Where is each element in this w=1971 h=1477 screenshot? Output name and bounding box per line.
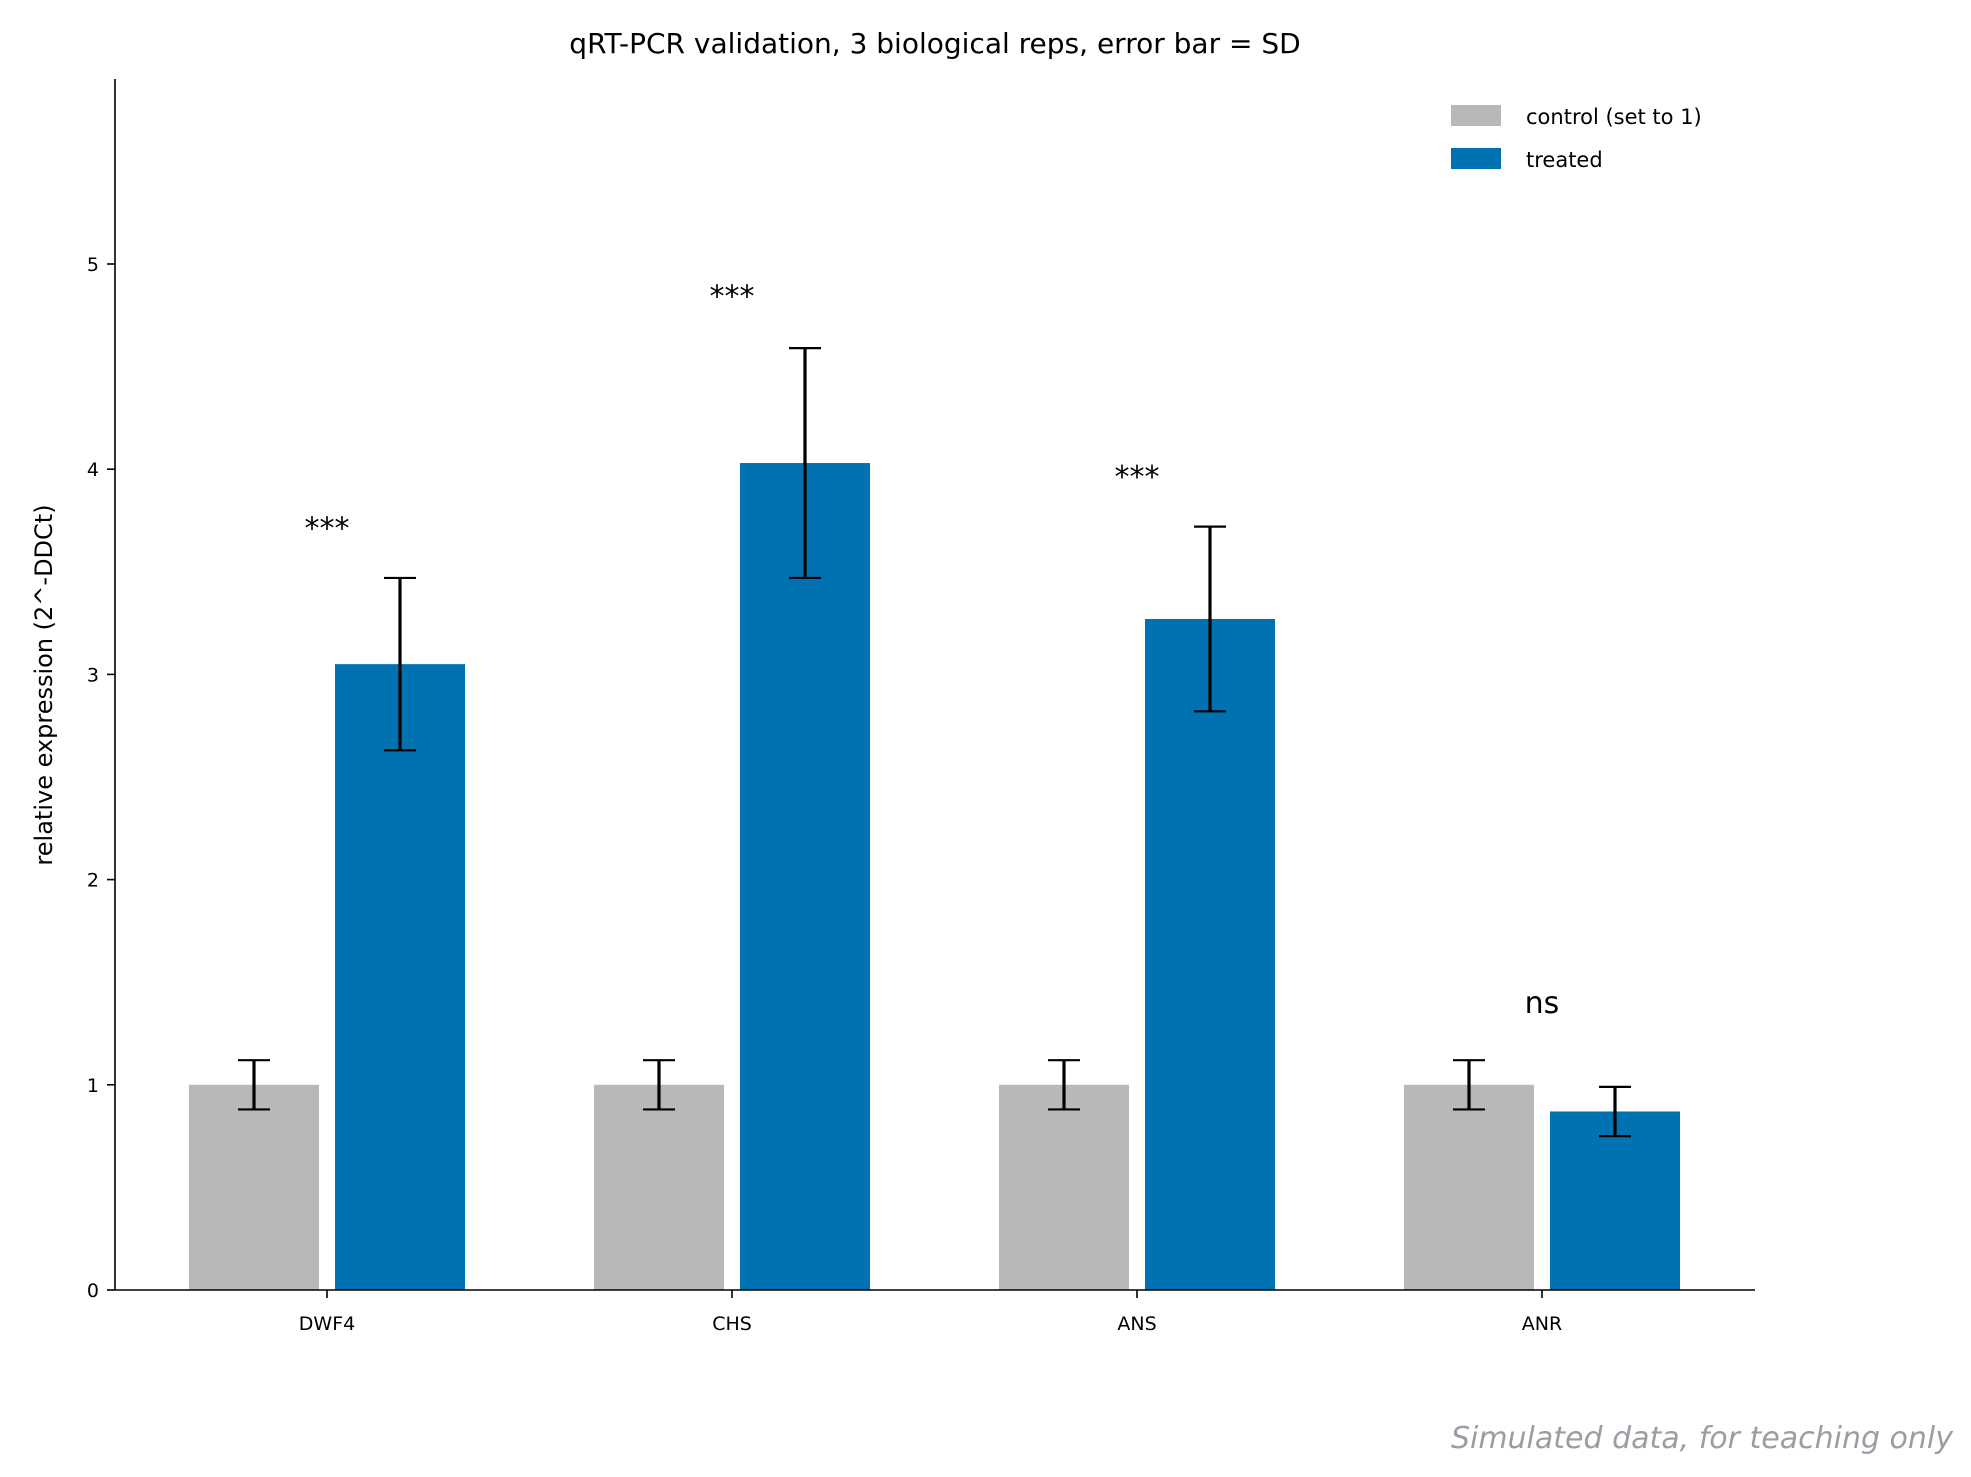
significance-label-chs: *** <box>710 280 755 315</box>
legend-item-control: control (set to 1) <box>1451 105 1702 129</box>
error-bar-treated-anr <box>1599 1085 1631 1138</box>
legend-swatch-control <box>1451 105 1501 126</box>
legend-label-treated: treated <box>1526 148 1603 172</box>
bar-treated-anr <box>1550 1111 1680 1290</box>
y-axis-title: relative expression (2^-DDCt) <box>30 504 58 865</box>
y-tick-label: 0 <box>87 1280 99 1302</box>
error-bar-control-dwf4 <box>238 1059 270 1111</box>
bars-group <box>189 463 1680 1290</box>
y-axis-ticks: 0 1 2 3 4 5 <box>87 254 115 1302</box>
watermark-note: Simulated data, for teaching only <box>1451 1421 1954 1456</box>
y-tick-label: 2 <box>87 870 99 892</box>
significance-labels-group: *** *** *** ns <box>305 280 1560 1021</box>
bar-control-chs <box>594 1084 724 1290</box>
significance-label-ans: *** <box>1115 460 1160 495</box>
y-tick-label: 3 <box>87 664 99 686</box>
x-axis-ticks: DWF4 CHS ANS ANR <box>299 1290 1562 1335</box>
error-bar-control-ans <box>1048 1059 1080 1111</box>
legend: control (set to 1) treated <box>1451 105 1702 172</box>
bar-treated-chs <box>740 463 870 1290</box>
legend-label-control: control (set to 1) <box>1526 105 1702 129</box>
legend-item-treated: treated <box>1451 148 1603 172</box>
bar-control-dwf4 <box>189 1084 319 1290</box>
significance-label-anr: ns <box>1525 986 1560 1021</box>
bar-treated-ans <box>1145 618 1275 1290</box>
error-bar-treated-dwf4 <box>384 576 416 752</box>
error-bar-treated-chs <box>789 347 821 580</box>
bar-treated-dwf4 <box>335 664 465 1290</box>
legend-swatch-treated <box>1451 148 1501 169</box>
y-tick-label: 5 <box>87 254 99 276</box>
significance-label-dwf4: *** <box>305 512 350 547</box>
error-bar-treated-ans <box>1194 525 1226 713</box>
x-tick-label-ans: ANS <box>1117 1313 1156 1335</box>
x-tick-label-dwf4: DWF4 <box>299 1313 355 1335</box>
error-bars-group <box>238 347 1631 1138</box>
x-tick-label-chs: CHS <box>712 1313 752 1335</box>
x-tick-label-anr: ANR <box>1522 1313 1562 1335</box>
error-bar-control-anr <box>1453 1059 1485 1111</box>
error-bar-control-chs <box>643 1059 675 1111</box>
bar-control-ans <box>999 1084 1129 1290</box>
y-tick-label: 4 <box>87 459 99 481</box>
y-tick-label: 1 <box>87 1075 99 1097</box>
chart-title: qRT-PCR validation, 3 biological reps, e… <box>569 27 1300 60</box>
bar-control-anr <box>1404 1084 1534 1290</box>
